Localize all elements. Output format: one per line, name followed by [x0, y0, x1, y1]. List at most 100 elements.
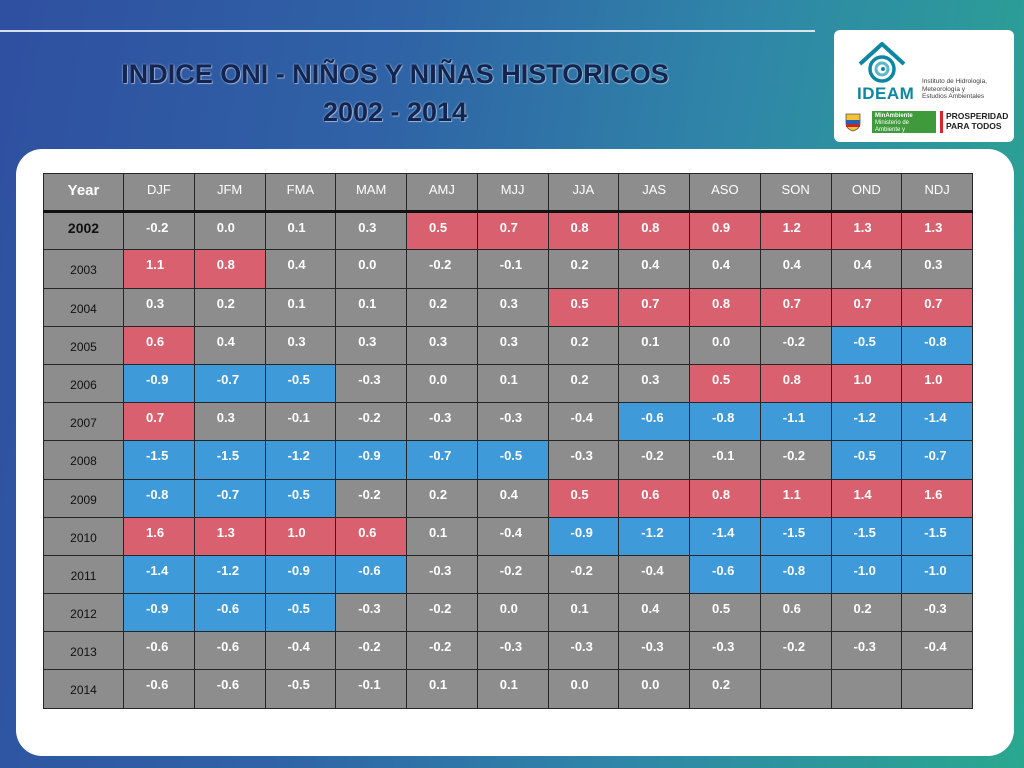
table-row: 2013 -0.6 -0.6 -0.4 -0.2 -0.2 -0.3 -0.3 -0.3 -0.3… [43, 631, 973, 671]
oni-value-cell: -0.4 [264, 631, 337, 671]
oni-value-cell: 0.6 [123, 325, 195, 365]
oni-value-cell: 0.5 [547, 287, 620, 327]
year-cell: 2007 [43, 402, 124, 442]
oni-value-cell: 0.1 [618, 325, 690, 365]
table-row: 2007 0.7 0.3 -0.1 -0.2 -0.3 -0.3 -0.4 -0.6 -0.8 -1… [43, 402, 973, 442]
oni-value-cell: -0.1 [335, 669, 407, 709]
oni-value-cell: -0.5 [264, 593, 337, 633]
oni-value-cell: -0.3 [335, 363, 407, 404]
ideam-brand-text: IDEAM [857, 84, 915, 103]
oni-value-cell: -1.0 [901, 554, 973, 595]
oni-value-cell: 0.1 [547, 593, 620, 633]
oni-value-cell: -0.6 [193, 593, 266, 633]
oni-value-cell: 0.0 [335, 249, 407, 289]
oni-value-cell: -0.9 [264, 554, 337, 595]
oni-value-cell: 1.0 [830, 363, 903, 404]
oni-value-cell: -0.6 [618, 402, 690, 442]
oni-value-cell: 0.2 [406, 478, 478, 518]
oni-value-cell: -1.5 [193, 440, 266, 480]
oni-value-cell: 1.2 [759, 211, 832, 251]
oni-value-cell: 0.9 [689, 211, 761, 251]
prosperidad-logo: PROSPERIDAD PARA TODOS [940, 111, 1008, 133]
oni-value-cell: -0.2 [335, 402, 407, 442]
oni-value-cell: -0.4 [901, 631, 973, 671]
oni-value-cell: 1.6 [123, 516, 195, 556]
year-cell: 2012 [43, 593, 124, 633]
oni-value-cell: 0.6 [759, 593, 832, 633]
oni-value-cell: 0.0 [406, 363, 478, 404]
oni-value-cell: 1.1 [123, 249, 195, 289]
oni-value-cell: -0.4 [476, 516, 549, 556]
minambiente-name: MinAmbiente [875, 113, 913, 119]
oni-value-cell: -0.3 [476, 402, 549, 442]
minambiente-sub: Ministerio de Ambiente y Desarrollo Sost… [875, 120, 933, 140]
ideam-logo: IDEAM Instituto de Hidrología, Meteorolo… [834, 30, 1014, 142]
oni-value-cell: 0.4 [476, 478, 549, 518]
page-title: INDICE ONI - NIÑOS Y NIÑAS HISTORICOS 20… [0, 55, 790, 131]
oni-value-cell: -1.5 [123, 440, 195, 480]
table-row: 2004 0.3 0.2 0.1 0.1 0.2 0.3 0.5 0.7 0.8 0.7 0.7 0.7 [43, 287, 973, 327]
oni-value-cell: 0.7 [901, 287, 973, 327]
oni-value-cell: -0.3 [689, 631, 761, 671]
oni-value-cell: 0.1 [476, 363, 549, 404]
oni-value-cell [759, 669, 832, 709]
oni-value-cell: 0.4 [689, 249, 761, 289]
table-row: 2008 -1.5 -1.5 -1.2 -0.9 -0.7 -0.5 -0.3 -0.2 -0.1… [43, 440, 973, 480]
oni-value-cell: -0.5 [264, 363, 337, 404]
oni-value-cell: 0.3 [476, 325, 549, 365]
year-cell: 2002 [43, 211, 124, 251]
oni-value-cell: 0.8 [689, 287, 761, 327]
oni-value-cell: -0.2 [123, 211, 195, 251]
oni-value-cell: -0.2 [476, 554, 549, 595]
oni-value-cell: -0.5 [830, 440, 903, 480]
oni-value-cell: 0.7 [618, 287, 690, 327]
oni-value-cell: -0.1 [476, 249, 549, 289]
oni-value-cell: 1.3 [830, 211, 903, 251]
oni-value-cell: 0.0 [476, 593, 549, 633]
oni-value-cell: 0.8 [689, 478, 761, 518]
oni-value-cell: 0.4 [830, 249, 903, 289]
oni-value-cell: -0.6 [193, 631, 266, 671]
table-row: 2006 -0.9 -0.7 -0.5 -0.3 0.0 0.1 0.2 0.3 0.5 0.8 1.… [43, 363, 973, 404]
minambiente-logo: MinAmbiente Ministerio de Ambiente y Des… [872, 111, 936, 140]
table-header-row: Year DJF JFM FMA MAM AMJ MJJ JJA JAS ASO SON OND NDJ [43, 172, 973, 214]
column-header-jfm: JFM [193, 172, 266, 214]
oni-value-cell: 0.0 [689, 325, 761, 365]
oni-value-cell: 0.1 [406, 516, 478, 556]
oni-value-cell: -0.3 [901, 593, 973, 633]
oni-value-cell: -1.4 [901, 402, 973, 442]
oni-value-cell: -0.3 [618, 631, 690, 671]
oni-value-cell: 0.2 [406, 287, 478, 327]
oni-value-cell: -0.2 [618, 440, 690, 480]
column-header-mam: MAM [335, 172, 407, 214]
oni-value-cell: -0.5 [830, 325, 903, 365]
oni-value-cell: -0.7 [406, 440, 478, 480]
oni-value-cell: 0.2 [193, 287, 266, 327]
oni-value-cell: -0.9 [123, 593, 195, 633]
oni-value-cell: 0.1 [406, 669, 478, 709]
ideam-house-icon [858, 42, 906, 83]
year-cell: 2005 [43, 325, 124, 365]
oni-value-cell: 0.4 [193, 325, 266, 365]
oni-value-cell: 0.8 [618, 211, 690, 251]
oni-value-cell: 0.6 [335, 516, 407, 556]
oni-value-cell: 0.4 [618, 593, 690, 633]
oni-value-cell: -1.2 [264, 440, 337, 480]
year-cell: 2003 [43, 249, 124, 289]
oni-value-cell: -0.2 [759, 631, 832, 671]
year-cell: 2011 [43, 554, 124, 595]
column-header-ond: OND [830, 172, 903, 214]
ideam-subtitle: Instituto de Hidrología, Meteorología y … [922, 78, 1014, 101]
year-cell: 2014 [43, 669, 124, 709]
ideam-subtitle-line: Meteorología y [922, 85, 965, 93]
oni-value-cell: 1.3 [901, 211, 973, 251]
oni-value-cell: -0.6 [123, 631, 195, 671]
oni-value-cell: -0.2 [335, 478, 407, 518]
oni-value-cell: -0.8 [901, 325, 973, 365]
oni-value-cell: 0.0 [193, 211, 266, 251]
column-header-jja: JJA [547, 172, 620, 214]
oni-value-cell: 0.7 [759, 287, 832, 327]
oni-value-cell: -0.4 [547, 402, 620, 442]
oni-value-cell: 0.3 [335, 211, 407, 251]
oni-value-cell: -0.1 [689, 440, 761, 480]
